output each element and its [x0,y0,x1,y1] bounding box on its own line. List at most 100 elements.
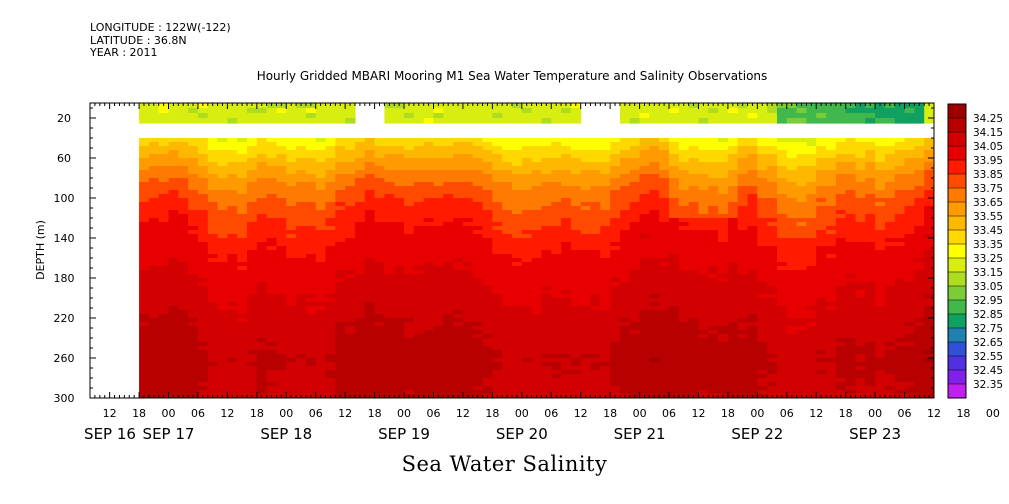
latitude-label: LATITUDE : 36.8N [90,33,187,47]
y-axis-label: DEPTH (m) [34,220,47,280]
x-hour-label: 18 [132,407,146,420]
colorbar-swatch [948,356,966,371]
y-tick-label: 300 [54,392,75,405]
x-hour-label: 18 [250,407,264,420]
longitude-label: LONGITUDE : 122W(-122) [90,21,231,34]
colorbar-swatch [948,188,966,203]
x-date-label: SEP 17 [143,425,195,443]
footer-title: Sea Water Salinity [401,452,608,476]
x-hour-label: 00 [633,407,647,420]
y-tick-label: 180 [54,272,75,285]
colorbar-swatch [948,370,966,385]
x-hour-label: 18 [485,407,499,420]
colorbar-label: 32.35 [973,379,1003,391]
colorbar-label: 33.35 [973,239,1003,251]
x-hour-label: 00 [986,407,1000,420]
colorbar-swatch [948,272,966,287]
x-hour-label: 00 [868,407,882,420]
colorbar-swatch [948,104,966,119]
colorbar-label: 33.55 [973,211,1003,223]
colorbar-label: 33.45 [973,225,1003,237]
colorbar-swatch [948,118,966,133]
x-hour-label: 12 [220,407,234,420]
y-tick-label: 20 [57,112,71,125]
colorbar-label: 32.95 [973,295,1003,307]
x-hour-label: 00 [279,407,293,420]
colorbar-label: 34.15 [973,127,1003,139]
y-tick-label: 260 [54,352,75,365]
x-hour-label: 18 [839,407,853,420]
x-hour-label: 12 [927,407,941,420]
colorbar-swatch [948,384,966,399]
colorbar-swatch [948,300,966,315]
colorbar-label: 32.45 [973,365,1003,377]
x-hour-label: 06 [544,407,558,420]
colorbar-label: 33.95 [973,155,1003,167]
x-hour-label: 06 [780,407,794,420]
x-date-label: SEP 21 [614,425,666,443]
x-hour-label: 18 [603,407,617,420]
colorbar-swatch [948,258,966,273]
x-hour-label: 06 [898,407,912,420]
x-date-label: SEP 18 [260,425,312,443]
x-hour-label: 12 [338,407,352,420]
colorbar-swatch [948,216,966,231]
colorbar-label: 32.85 [973,309,1003,321]
heatmap-cells [139,103,934,398]
colorbar-swatch [948,244,966,259]
x-hour-label: 06 [309,407,323,420]
colorbar-swatch [948,342,966,357]
year-label: YEAR : 2011 [90,46,158,59]
x-hour-label: 12 [103,407,117,420]
x-hour-label: 06 [191,407,205,420]
colorbar-swatch [948,328,966,343]
colorbar-frame [947,103,967,399]
x-hour-label: 18 [721,407,735,420]
chart-title: Hourly Gridded MBARI Mooring M1 Sea Wate… [257,69,768,83]
colorbar-label: 33.25 [973,253,1003,265]
x-hour-label: 06 [426,407,440,420]
x-date-label: SEP 19 [378,425,430,443]
colorbar-label: 34.05 [973,141,1003,153]
colorbar-swatch [948,202,966,217]
axes: 20 60 100 140 180 220 260 300 12 18 00 06 12 18 00 06 12… [54,102,1000,443]
x-hour-label: 18 [956,407,970,420]
x-hour-label: 18 [368,407,382,420]
colorbar-label: 32.55 [973,351,1003,363]
x-date-label: SEP 16 [84,425,136,443]
x-hour-label: 12 [574,407,588,420]
metadata-block: LONGITUDE : 122W(-122) LATITUDE : 36.8N … [90,21,231,60]
colorbar-label: 32.65 [973,337,1003,349]
x-hour-label: 12 [691,407,705,420]
colorbar-swatch [948,230,966,245]
colorbar-swatch [948,286,966,301]
colorbar-swatch [948,146,966,161]
colorbar-label: 33.75 [973,183,1003,195]
x-hour-label: 12 [456,407,470,420]
x-hour-label: 00 [750,407,764,420]
x-date-label: SEP 22 [731,425,783,443]
x-hour-label: 12 [809,407,823,420]
colorbar-swatch [948,160,966,175]
colorbar-swatch [948,132,966,147]
colorbar-swatch [948,314,966,329]
colorbar-swatch [948,174,966,189]
colorbar-label: 33.05 [973,281,1003,293]
colorbar-label: 33.15 [973,267,1003,279]
x-date-label: SEP 20 [496,425,548,443]
x-hour-label: 00 [397,407,411,420]
x-date-label: SEP 23 [849,425,901,443]
x-hour-label: 00 [162,407,176,420]
y-tick-label: 100 [54,192,75,205]
plot-area [139,103,934,398]
colorbar-label: 33.65 [973,197,1003,209]
y-tick-label: 140 [54,232,75,245]
x-hour-label: 00 [515,407,529,420]
colorbar-label: 33.85 [973,169,1003,181]
x-hour-label: 06 [662,407,676,420]
colorbar-label: 34.25 [973,113,1003,125]
y-tick-label: 220 [54,312,75,325]
colorbar-label: 32.75 [973,323,1003,335]
colorbar: 34.25 34.15 34.05 33.95 33.85 33.75 33.65 33.55… [947,103,1003,399]
